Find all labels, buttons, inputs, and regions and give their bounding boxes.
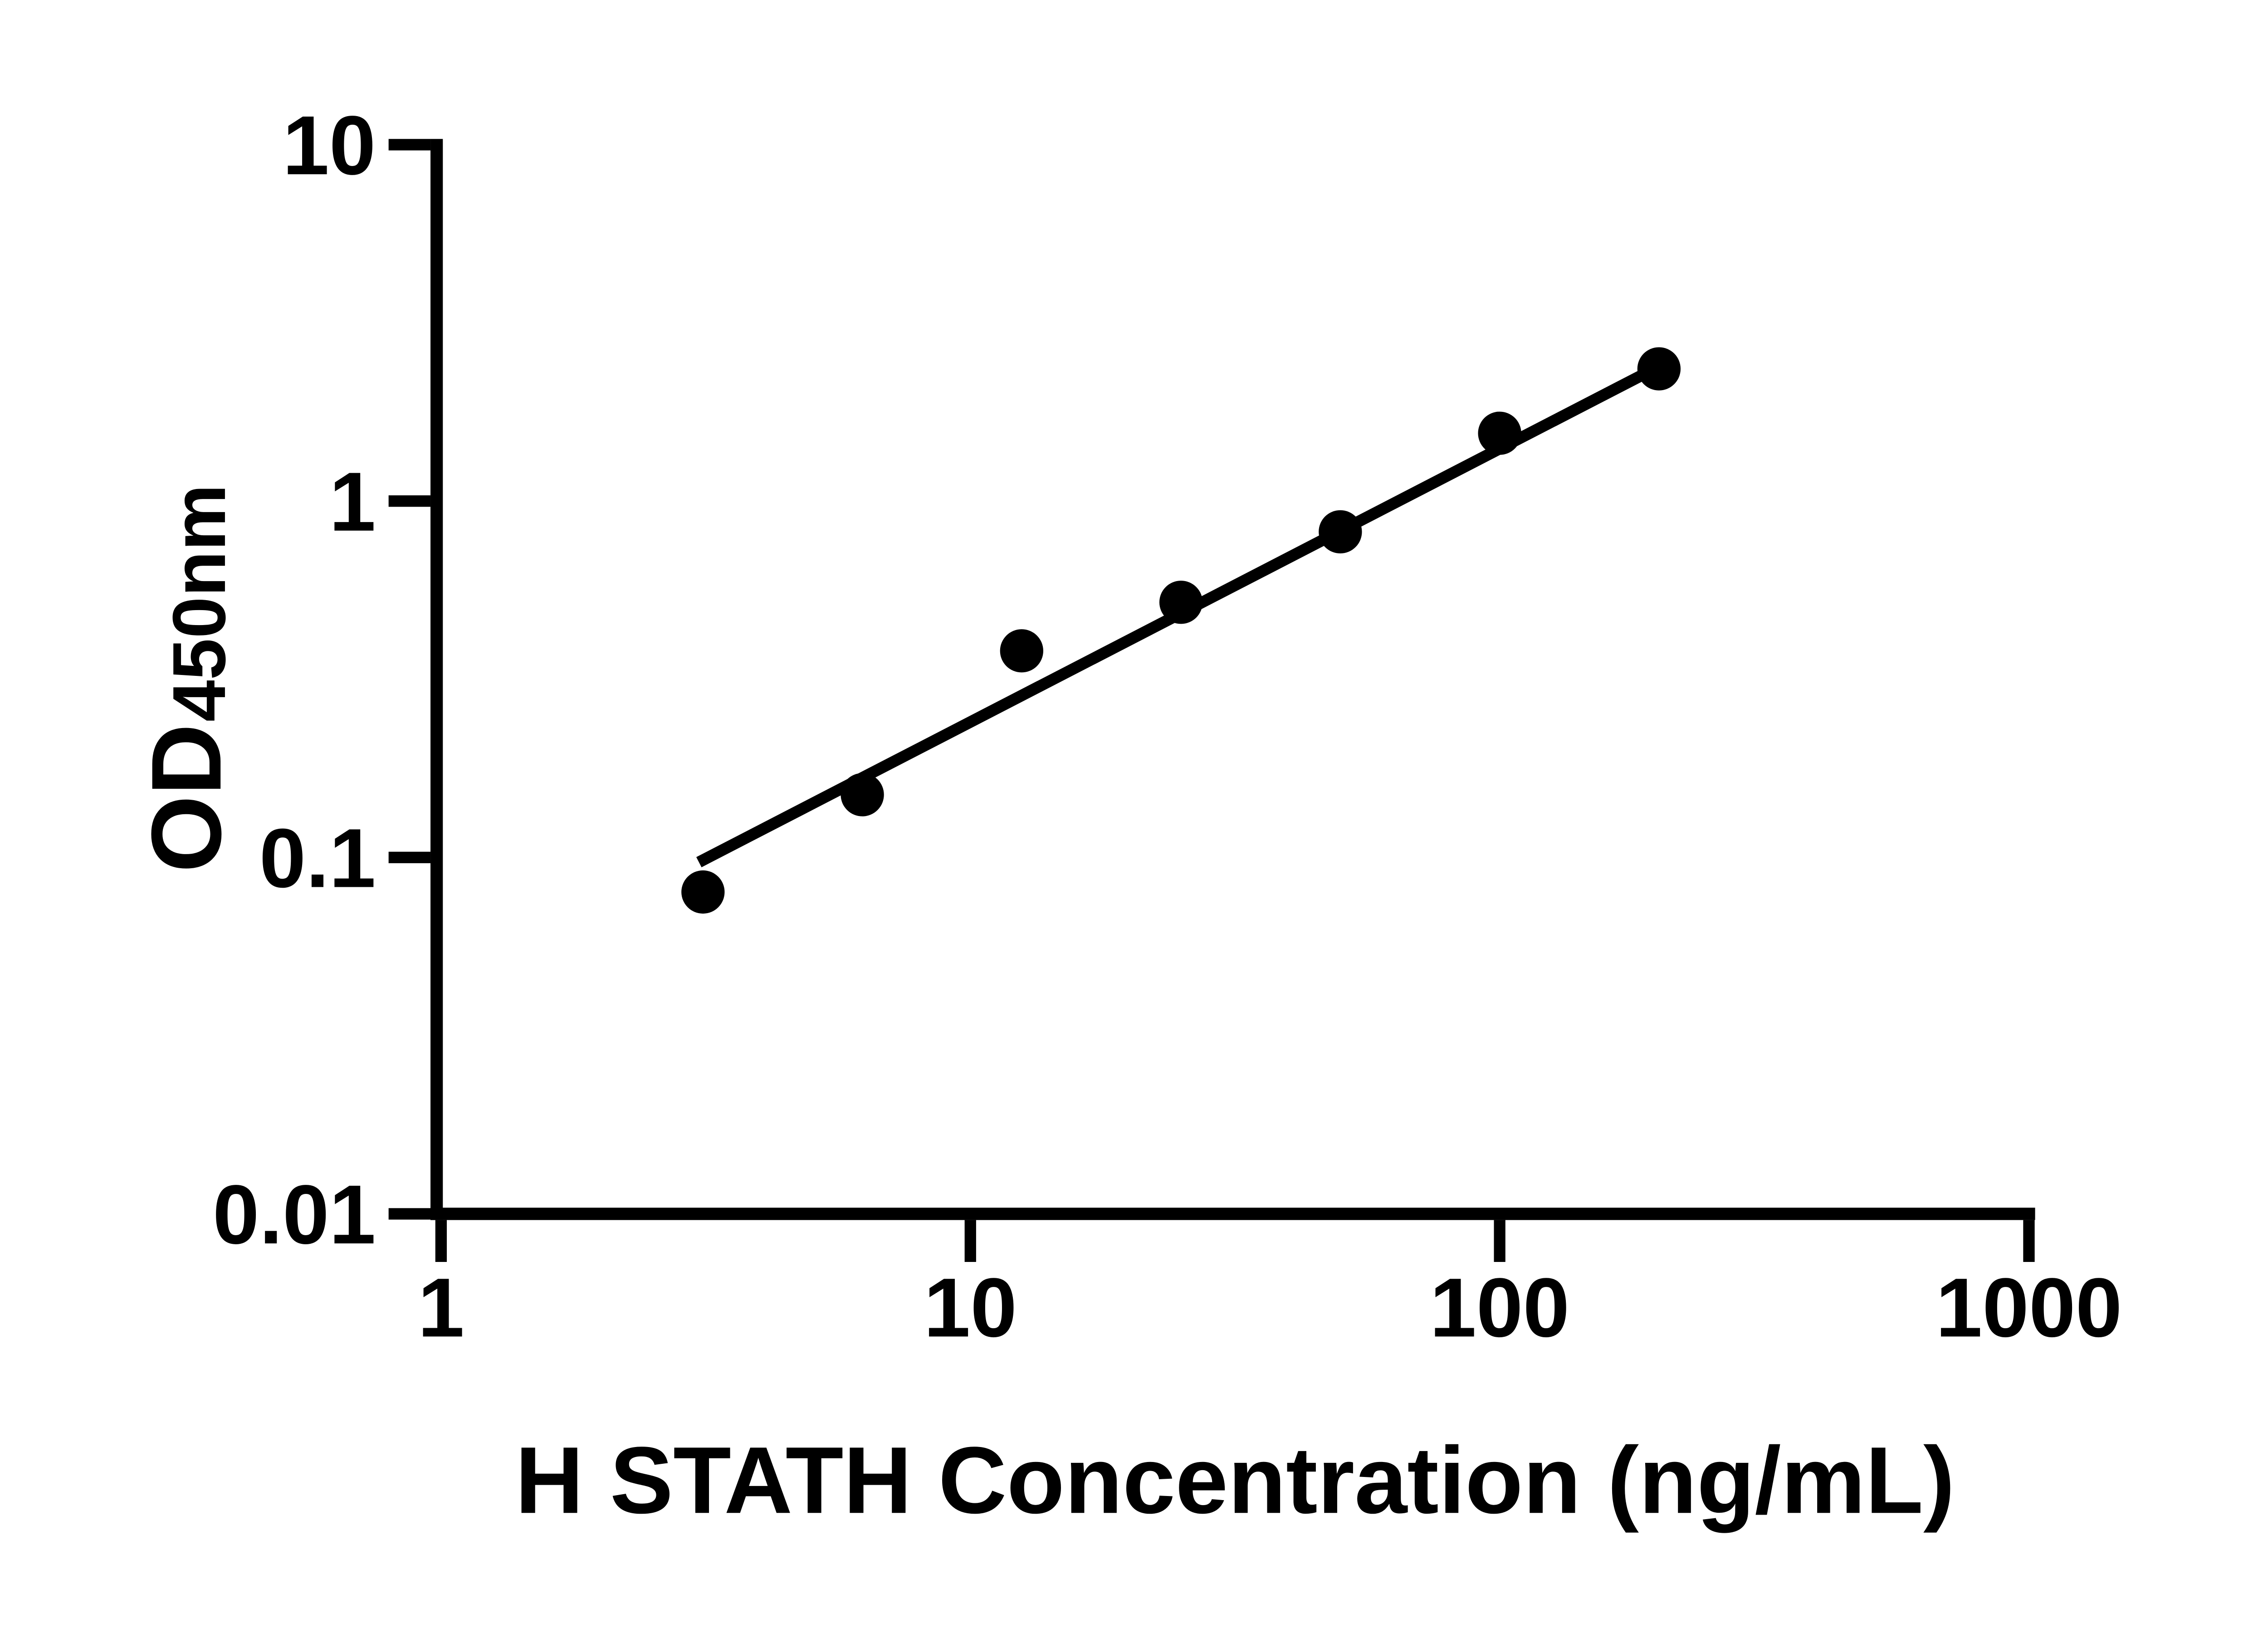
x-tick-10	[964, 1220, 976, 1262]
data-point	[681, 870, 725, 914]
x-tick-100	[1494, 1220, 1505, 1262]
chart-canvas: 10 1 0.1 0.01 1 10 100 1000 H STATH Concentrati…	[0, 0, 2268, 1588]
y-axis-line	[430, 139, 443, 1220]
axes-layer	[430, 139, 2035, 1220]
data-point	[1000, 629, 1043, 673]
y-tick-1	[388, 495, 431, 507]
y-axis-title-main: OD	[131, 724, 242, 872]
y-tick-10	[388, 139, 431, 151]
y-axis-title: OD 450nm	[131, 484, 242, 872]
data-point	[1159, 581, 1203, 624]
x-tick-1	[435, 1220, 447, 1262]
series-layer	[681, 347, 1681, 914]
data-point	[1637, 347, 1681, 391]
tick-label-layer: 10 1 0.1 0.01 1 10 100 1000	[213, 99, 2122, 1354]
y-tick-0.1	[388, 851, 431, 863]
x-tick-label-100: 100	[1430, 1261, 1569, 1354]
x-tick-label-10: 10	[924, 1261, 1017, 1354]
x-tick-label-1000: 1000	[1936, 1261, 2122, 1354]
chart-background	[0, 0, 2268, 1588]
data-point	[1478, 411, 1521, 455]
elisa-standard-curve-figure: 10 1 0.1 0.01 1 10 100 1000 H STATH Concentrati…	[0, 0, 2268, 1588]
data-point	[1319, 510, 1362, 553]
y-tick-label-0.01: 0.01	[213, 1168, 376, 1261]
x-axis-title: H STATH Concentration (ng/mL)	[515, 1428, 1955, 1533]
y-tick-0.01	[388, 1208, 431, 1220]
y-axis-title-subscript: 450nm	[157, 484, 241, 722]
y-tick-label-0.1: 0.1	[259, 812, 376, 905]
x-tick-1000	[2023, 1220, 2035, 1262]
x-axis-line	[430, 1208, 2035, 1220]
y-tick-label-1: 1	[329, 455, 376, 549]
data-point	[841, 773, 884, 816]
x-tick-label-1: 1	[418, 1261, 464, 1354]
y-tick-label-10: 10	[283, 99, 376, 192]
tick-layer	[388, 139, 2035, 1262]
